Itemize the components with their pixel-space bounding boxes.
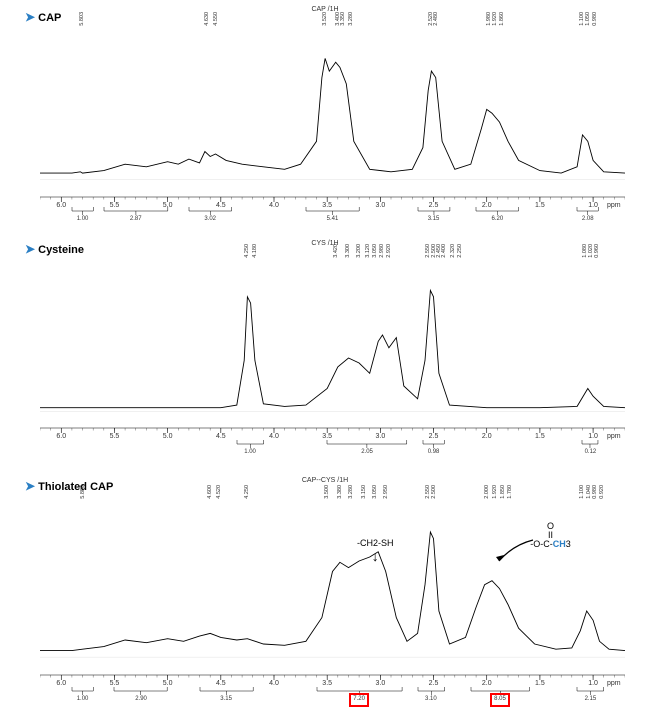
peak-label: 4.550 [213,12,219,26]
integral-label: 2.05 [361,449,373,455]
integral-label: 1.00 [77,216,89,222]
arrow-icon [493,537,538,567]
peak-label: 2.500 [431,485,437,499]
spectrum-panel-cys: ➤ CysteineCYS /1H4.2504.1803.4203.3003.2… [0,238,650,468]
peak-label: 3.520 [322,12,328,26]
peak-label: 3.500 [324,485,330,499]
integral-label: 1.00 [244,449,256,455]
axis [40,673,625,687]
spectrum-panel-tcap: ➤ Thiolated CAP CAP--CYS /1H 5.800 4.6004.5… [0,475,650,715]
peak-label: 2.250 [457,244,463,258]
integral-label: 3.15 [428,216,440,222]
bullet-icon: ➤ [25,10,35,24]
peak-label: 3.050 [372,485,378,499]
highlight-box [490,693,510,707]
spectrum-plot [40,272,625,422]
integral-label: 0.98 [428,449,440,455]
bullet-icon: ➤ [25,479,35,493]
panel-title-text: CAP [38,12,61,24]
integral-label: 2.87 [130,216,142,222]
panel-title: ➤ CAP [25,10,61,24]
integral-label: 3.10 [425,696,437,702]
annotation-ch2sh: -CH2-SH↓ [357,538,394,564]
peak-label: 0.960 [594,244,600,258]
integral-label: 2.08 [582,216,594,222]
peak-label: 1.040 [586,485,592,499]
integral-label: 0.12 [585,449,597,455]
integral-label: 2.15 [585,696,597,702]
peak-label: 2.980 [379,244,385,258]
peak-label: 3.050 [372,244,378,258]
peak-label: 4.630 [204,12,210,26]
ppm-label: ppm [607,680,621,687]
peak-label: 3.420 [333,244,339,258]
peak-label: 4.250 [244,485,250,499]
peak-label: 5.800 [80,485,86,499]
peak-label: 1.080 [582,244,588,258]
peak-label: 3.300 [345,244,351,258]
peak-label: 3.150 [361,485,367,499]
highlight-box [349,693,369,707]
spectrum-svg [40,272,625,422]
panel-title: ➤ Thiolated CAP [25,479,113,493]
bullet-icon: ➤ [25,242,35,256]
spectrum-plot [40,40,625,190]
peak-label: 3.280 [348,12,354,26]
integral-label: 1.00 [77,696,89,702]
peak-label: 0.980 [592,485,598,499]
peak-label: 1.920 [492,12,498,26]
peak-label: 1.850 [500,485,506,499]
peak-label: 2.400 [441,244,447,258]
peak-label: 1.780 [507,485,513,499]
peak-label: 3.280 [348,485,354,499]
peak-label: 0.920 [599,485,605,499]
integral-label: 3.15 [220,696,232,702]
panel-title-text: Thiolated CAP [38,481,113,493]
integral-label: 2.90 [135,696,147,702]
peak-label: 0.980 [592,12,598,26]
peak-label: 1.860 [499,12,505,26]
peak-label: 2.480 [433,12,439,26]
axis [40,426,625,440]
panel-title: ➤ Cysteine [25,242,84,256]
peak-label: 5.803 [79,12,85,26]
spectrum-svg [40,40,625,190]
peak-label: 3.120 [365,244,371,258]
ppm-label: ppm [607,202,621,209]
peak-label: 2.950 [383,485,389,499]
integral-label: 3.02 [204,216,216,222]
peak-label: 4.180 [252,244,258,258]
peak-label: 3.380 [337,485,343,499]
peak-label: 3.200 [356,244,362,258]
spectrum-title: CAP--CYS /1H [302,477,348,484]
integral-label: 6.20 [492,216,504,222]
peak-label: 1.100 [579,485,585,499]
integral-label: 5.41 [327,216,339,222]
peak-label: 1.050 [585,12,591,26]
peak-label: 3.350 [340,12,346,26]
peak-label: 4.520 [216,485,222,499]
peak-label: 4.600 [207,485,213,499]
peak-label: 2.000 [484,485,490,499]
peak-label: 4.250 [244,244,250,258]
peak-label: 2.320 [450,244,456,258]
peak-label: 1.980 [486,12,492,26]
peak-label: 2.920 [386,244,392,258]
spectrum-panel-cap: ➤ CAPCAP /1H5.8034.6304.5503.5203.4003.3… [0,0,650,230]
ppm-label: ppm [607,433,621,440]
peak-label: 1.920 [492,485,498,499]
panel-title-text: Cysteine [38,244,84,256]
